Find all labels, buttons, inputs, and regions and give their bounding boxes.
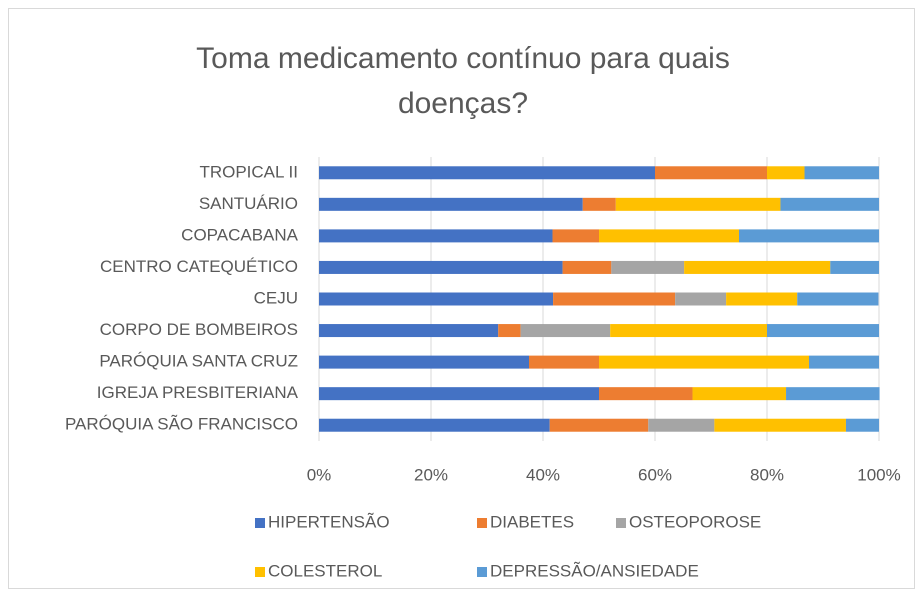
legend-swatch xyxy=(616,518,626,528)
bar-segment xyxy=(552,229,599,243)
x-tick-label: 20% xyxy=(414,465,448,484)
bar-segment xyxy=(319,229,553,243)
chart-title: Toma medicamento contínuo para quais doe… xyxy=(196,42,730,120)
x-tick-label: 60% xyxy=(638,465,672,484)
y-tick-label: PARÓQUIA SANTA CRUZ xyxy=(99,352,298,371)
bar-segment xyxy=(319,324,499,338)
bar-segment xyxy=(562,260,612,274)
bar-segment xyxy=(319,292,554,306)
bar-segment xyxy=(610,324,767,338)
bar-segment xyxy=(714,418,846,432)
bar-segment xyxy=(845,418,879,432)
bar-segment xyxy=(319,355,529,369)
y-tick-label: CENTRO CATEQUÉTICO xyxy=(100,257,298,276)
bar-segment xyxy=(809,355,879,369)
bar-segment xyxy=(319,197,583,211)
bar-segment xyxy=(684,260,831,274)
bar-segment xyxy=(498,324,521,338)
bar-segment xyxy=(655,166,767,180)
legend-label: HIPERTENSÃO xyxy=(268,512,390,531)
bar-segment xyxy=(726,292,798,306)
x-tick-label: 40% xyxy=(526,465,560,484)
y-tick-label: CEJU xyxy=(254,288,298,307)
bar-segment xyxy=(582,197,616,211)
bar-segment xyxy=(780,197,879,211)
bar-segment xyxy=(786,387,880,401)
bar-segment xyxy=(830,260,879,274)
bar-segment xyxy=(739,229,879,243)
bar-segment xyxy=(797,292,879,306)
legend-swatch xyxy=(477,518,487,528)
bar-segment xyxy=(611,260,685,274)
bar-segment xyxy=(553,292,676,306)
bar-segment xyxy=(615,197,781,211)
bar-segment xyxy=(675,292,727,306)
y-tick-label: CORPO DE BOMBEIROS xyxy=(100,320,298,339)
bar-segment xyxy=(319,387,599,401)
legend-label: DEPRESSÃO/ANSIEDADE xyxy=(490,561,699,580)
bar-segment xyxy=(804,166,879,180)
bar-segment xyxy=(599,355,809,369)
bar-segment xyxy=(599,387,693,401)
legend-label: OSTEOPOROSE xyxy=(629,512,761,531)
bar-segment xyxy=(692,387,787,401)
x-tick-label: 0% xyxy=(307,465,332,484)
bar-segment xyxy=(549,418,649,432)
legend-swatch xyxy=(255,567,265,577)
bar-segment xyxy=(767,166,805,180)
y-tick-label: TROPICAL II xyxy=(199,162,298,181)
bar-segment xyxy=(319,418,550,432)
bar-segment xyxy=(319,166,655,180)
y-tick-label: SANTUÁRIO xyxy=(199,194,298,213)
bar-segment xyxy=(648,418,715,432)
bar-segment xyxy=(520,324,611,338)
y-tick-label: IGREJA PRESBITERIANA xyxy=(97,383,299,402)
bar-segment xyxy=(529,355,599,369)
y-tick-label: COPACABANA xyxy=(181,225,298,244)
legend-swatch xyxy=(255,518,265,528)
bar-segment xyxy=(767,324,879,338)
legend-label: COLESTEROL xyxy=(268,561,382,580)
y-tick-label: PARÓQUIA SÃO FRANCISCO xyxy=(65,415,298,434)
legend-swatch xyxy=(477,567,487,577)
legend-label: DIABETES xyxy=(490,512,574,531)
x-tick-label: 80% xyxy=(750,465,784,484)
x-tick-label: 100% xyxy=(857,465,900,484)
bar-segment xyxy=(599,229,739,243)
bar-segment xyxy=(319,260,563,274)
